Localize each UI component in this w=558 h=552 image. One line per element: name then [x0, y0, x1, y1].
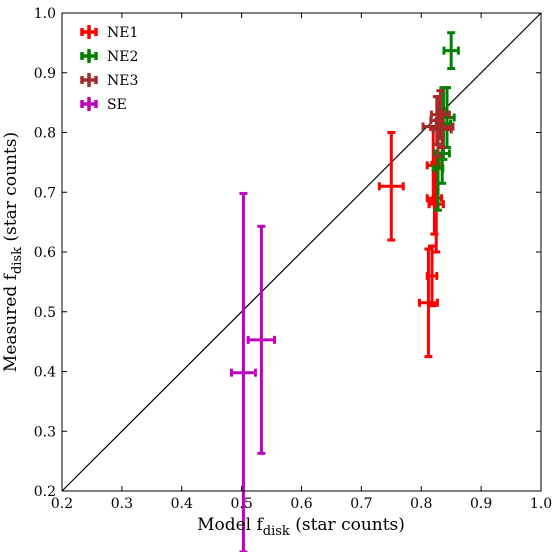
- data-point: [417, 247, 439, 359]
- reference-line-layer: [61, 12, 542, 492]
- y-axis-label-rest: (star counts): [1, 132, 21, 247]
- legend-label: SE: [107, 97, 127, 113]
- data-point: [427, 154, 445, 254]
- y-tick-label: 0.3: [34, 424, 56, 440]
- y-tick-label: 0.5: [34, 305, 56, 321]
- data-point: [429, 95, 445, 146]
- x-axis-label-main: Model f: [197, 515, 264, 535]
- y-tick-label: 0.9: [34, 66, 56, 82]
- x-tick-label: 0.2: [51, 496, 73, 512]
- data-point: [246, 224, 277, 455]
- y-axis-label-sub: disk: [10, 247, 25, 274]
- y-tick-label: 0.2: [34, 484, 56, 500]
- legend-item-ne1: NE1: [80, 25, 138, 41]
- legend-item-ne3: NE3: [80, 73, 138, 89]
- x-tick-label: 0.6: [290, 496, 312, 512]
- x-axis-label: Model fdisk (star counts): [197, 515, 405, 539]
- x-axis-label-rest: (star counts): [290, 515, 405, 535]
- data-point: [377, 131, 405, 242]
- reference-line: [61, 12, 542, 492]
- y-tick-label: 1.0: [34, 6, 56, 22]
- data-point: [442, 31, 460, 71]
- data-layer: [229, 31, 460, 552]
- y-axis-label: Measured fdisk (star counts): [1, 132, 25, 372]
- data-point: [425, 244, 439, 308]
- y-tick-label: 0.7: [34, 185, 56, 201]
- legend-item-se: SE: [80, 97, 127, 113]
- x-tick-label: 1.0: [530, 496, 552, 512]
- legend-label: NE3: [107, 73, 138, 89]
- y-tick-label: 0.4: [34, 365, 56, 381]
- legend-item-ne2: NE2: [80, 49, 138, 65]
- series-ne1: [377, 128, 445, 359]
- x-tick-label: 0.4: [171, 496, 193, 512]
- x-tick-label: 0.3: [111, 496, 133, 512]
- ticks-layer: 0.2 0.3 0.4 0.5 0.6 0.7 0.8 0.9 1.0 0.2 0.3 0.4 0.5 0…: [34, 6, 552, 512]
- x-tick-label: 0.5: [230, 496, 252, 512]
- x-axis-label-sub: disk: [263, 524, 290, 539]
- series-ne3: [421, 89, 455, 158]
- y-axis-label-main: Measured f: [1, 272, 21, 372]
- legend-label: NE2: [107, 49, 138, 65]
- y-tick-label: 0.8: [34, 126, 56, 142]
- y-tick-label: 0.6: [34, 245, 56, 261]
- x-tick-label: 0.9: [470, 496, 492, 512]
- legend: NE1 NE2 NE3 SE: [80, 25, 138, 113]
- x-tick-label: 0.8: [410, 496, 432, 512]
- series-se: [229, 191, 277, 552]
- legend-label: NE1: [107, 25, 138, 41]
- x-tick-label: 0.7: [350, 496, 372, 512]
